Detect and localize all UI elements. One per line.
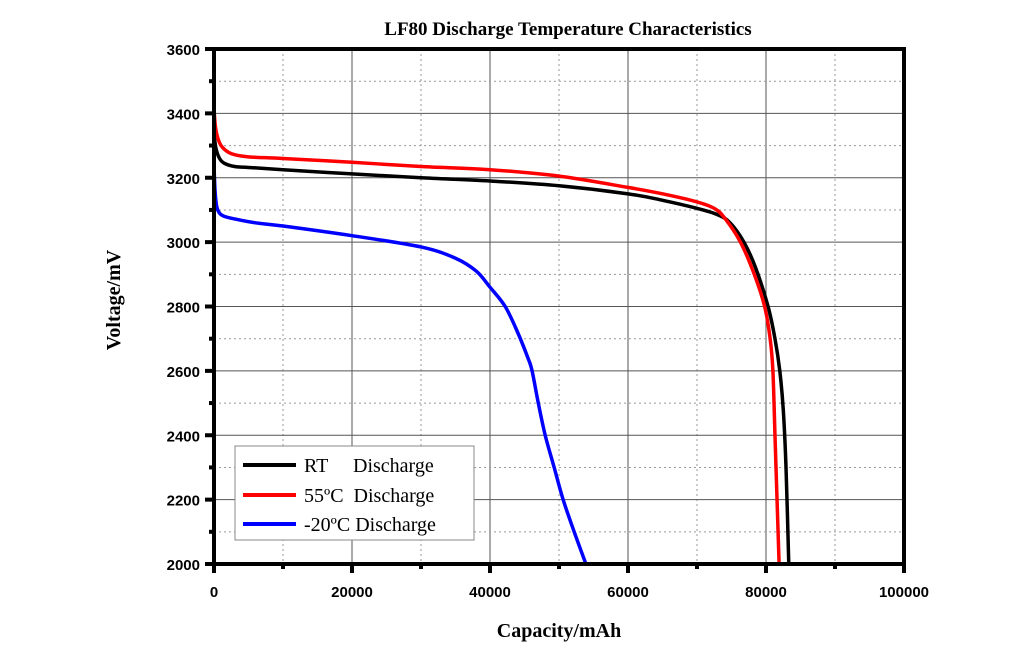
legend-label-55c: 55ºC Discharge	[304, 485, 434, 507]
x-tick-label: 40000	[469, 584, 511, 601]
series-lines	[212, 108, 791, 565]
x-tick-label: 100000	[879, 584, 929, 601]
y-tick-label: 2000	[167, 557, 200, 574]
x-tick-label: 0	[210, 584, 218, 601]
y-tick-label: 2600	[167, 364, 200, 381]
y-tick-label: 2200	[167, 493, 200, 510]
y-axis-label: Voltage/mV	[103, 249, 125, 350]
series-55c-discharge	[212, 108, 781, 565]
legend-label-minus20c: -20ºC Discharge	[304, 514, 436, 536]
legend-label-rt: RT Discharge	[304, 455, 434, 477]
y-tick-label: 2400	[167, 428, 200, 445]
y-tick-label: 3200	[167, 171, 200, 188]
x-tick-label: 60000	[607, 584, 649, 601]
y-tick-label: 3000	[167, 235, 200, 252]
series-rt-discharge	[212, 134, 791, 565]
y-tick-label: 2800	[167, 300, 200, 317]
axis-ticks: 0 20000 40000 60000 80000 100000 2000 2200 2400 2…	[167, 42, 929, 601]
x-axis-label: Capacity/mAh	[497, 620, 621, 642]
series-minus20c-discharge	[212, 164, 588, 565]
legend: RT Discharge 55ºC Discharge -20ºC Discha…	[234, 445, 475, 541]
grid-lines	[214, 49, 904, 564]
x-tick-label: 20000	[331, 584, 373, 601]
y-tick-label: 3400	[167, 106, 200, 123]
y-tick-label: 3600	[167, 42, 200, 59]
x-tick-label: 80000	[745, 584, 787, 601]
chart-title: LF80 Discharge Temperature Characteristi…	[384, 19, 751, 40]
